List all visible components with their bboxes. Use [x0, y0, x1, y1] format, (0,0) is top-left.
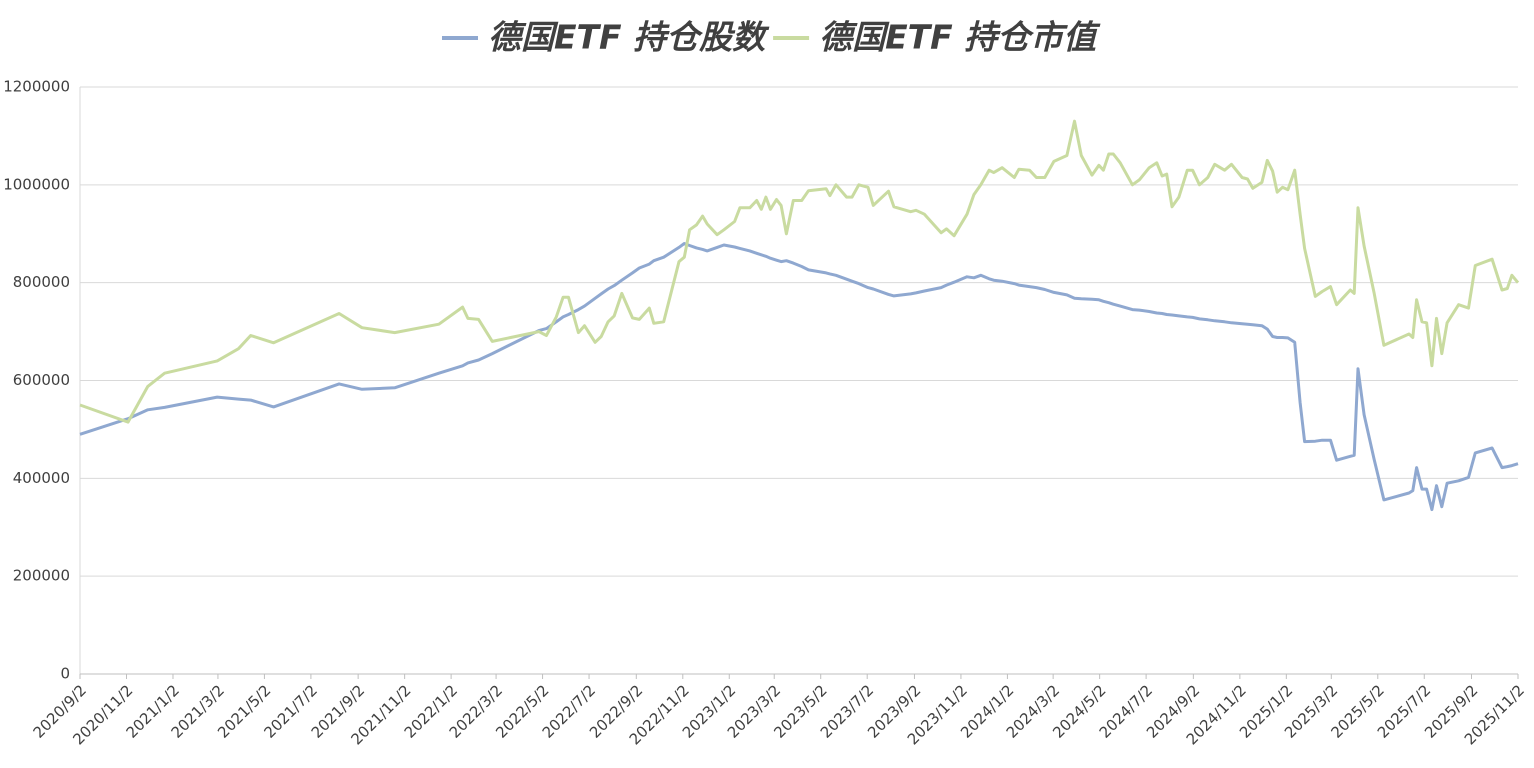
series-line: [79, 242, 1519, 512]
y-tick-label: 600000: [13, 371, 70, 389]
y-tick-label: 1000000: [3, 175, 70, 193]
y-tick-label: 200000: [13, 567, 70, 585]
y-tick-label: 0: [60, 665, 70, 683]
y-tick-label: 800000: [13, 273, 70, 291]
legend-label: 德国ETF 持仓市值: [819, 18, 1101, 57]
y-tick-label: 400000: [13, 469, 70, 487]
legend-label: 德国ETF 持仓股数: [488, 18, 770, 57]
series-line: [79, 119, 1520, 424]
legend: 德国ETF 持仓股数 德国ETF 持仓市值: [442, 18, 1101, 57]
y-tick-label: 1200000: [3, 78, 70, 96]
